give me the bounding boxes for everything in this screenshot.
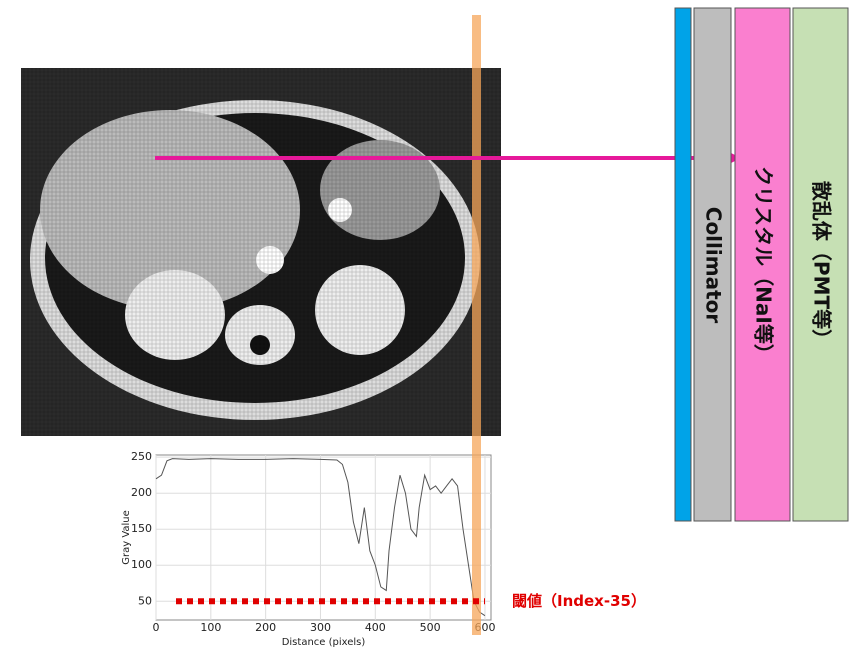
collimator-bar	[693, 7, 732, 522]
plot-area	[155, 454, 492, 621]
y-tick-label: 150	[131, 522, 152, 535]
x-tick-label: 200	[255, 621, 276, 634]
collimator-label: Collimator	[702, 207, 726, 324]
y-tick-label: 50	[138, 594, 152, 607]
threshold-label: 閾値（Index-35）	[512, 592, 646, 610]
x-tick-label: 0	[153, 621, 160, 634]
scatter-label: 散乱体（PMT等）	[810, 181, 834, 349]
x-tick-label: 100	[200, 621, 221, 634]
scan-line	[472, 15, 481, 635]
crystal-bar	[734, 7, 791, 522]
y-tick-label: 200	[131, 486, 152, 499]
x-tick-label: 400	[365, 621, 386, 634]
crystal-label: クリスタル（NaI等）	[752, 166, 776, 364]
blue-bar	[674, 7, 692, 522]
y-axis-label: Gray Value	[121, 510, 132, 565]
x-tick-label: 300	[310, 621, 331, 634]
scatter-bar	[792, 7, 849, 522]
y-tick-label: 250	[131, 450, 152, 463]
ct-image	[21, 68, 501, 436]
profile-line	[155, 458, 486, 617]
x-axis-label: Distance (pixels)	[282, 637, 366, 648]
y-tick-label: 100	[131, 558, 152, 571]
x-tick-label: 500	[420, 621, 441, 634]
